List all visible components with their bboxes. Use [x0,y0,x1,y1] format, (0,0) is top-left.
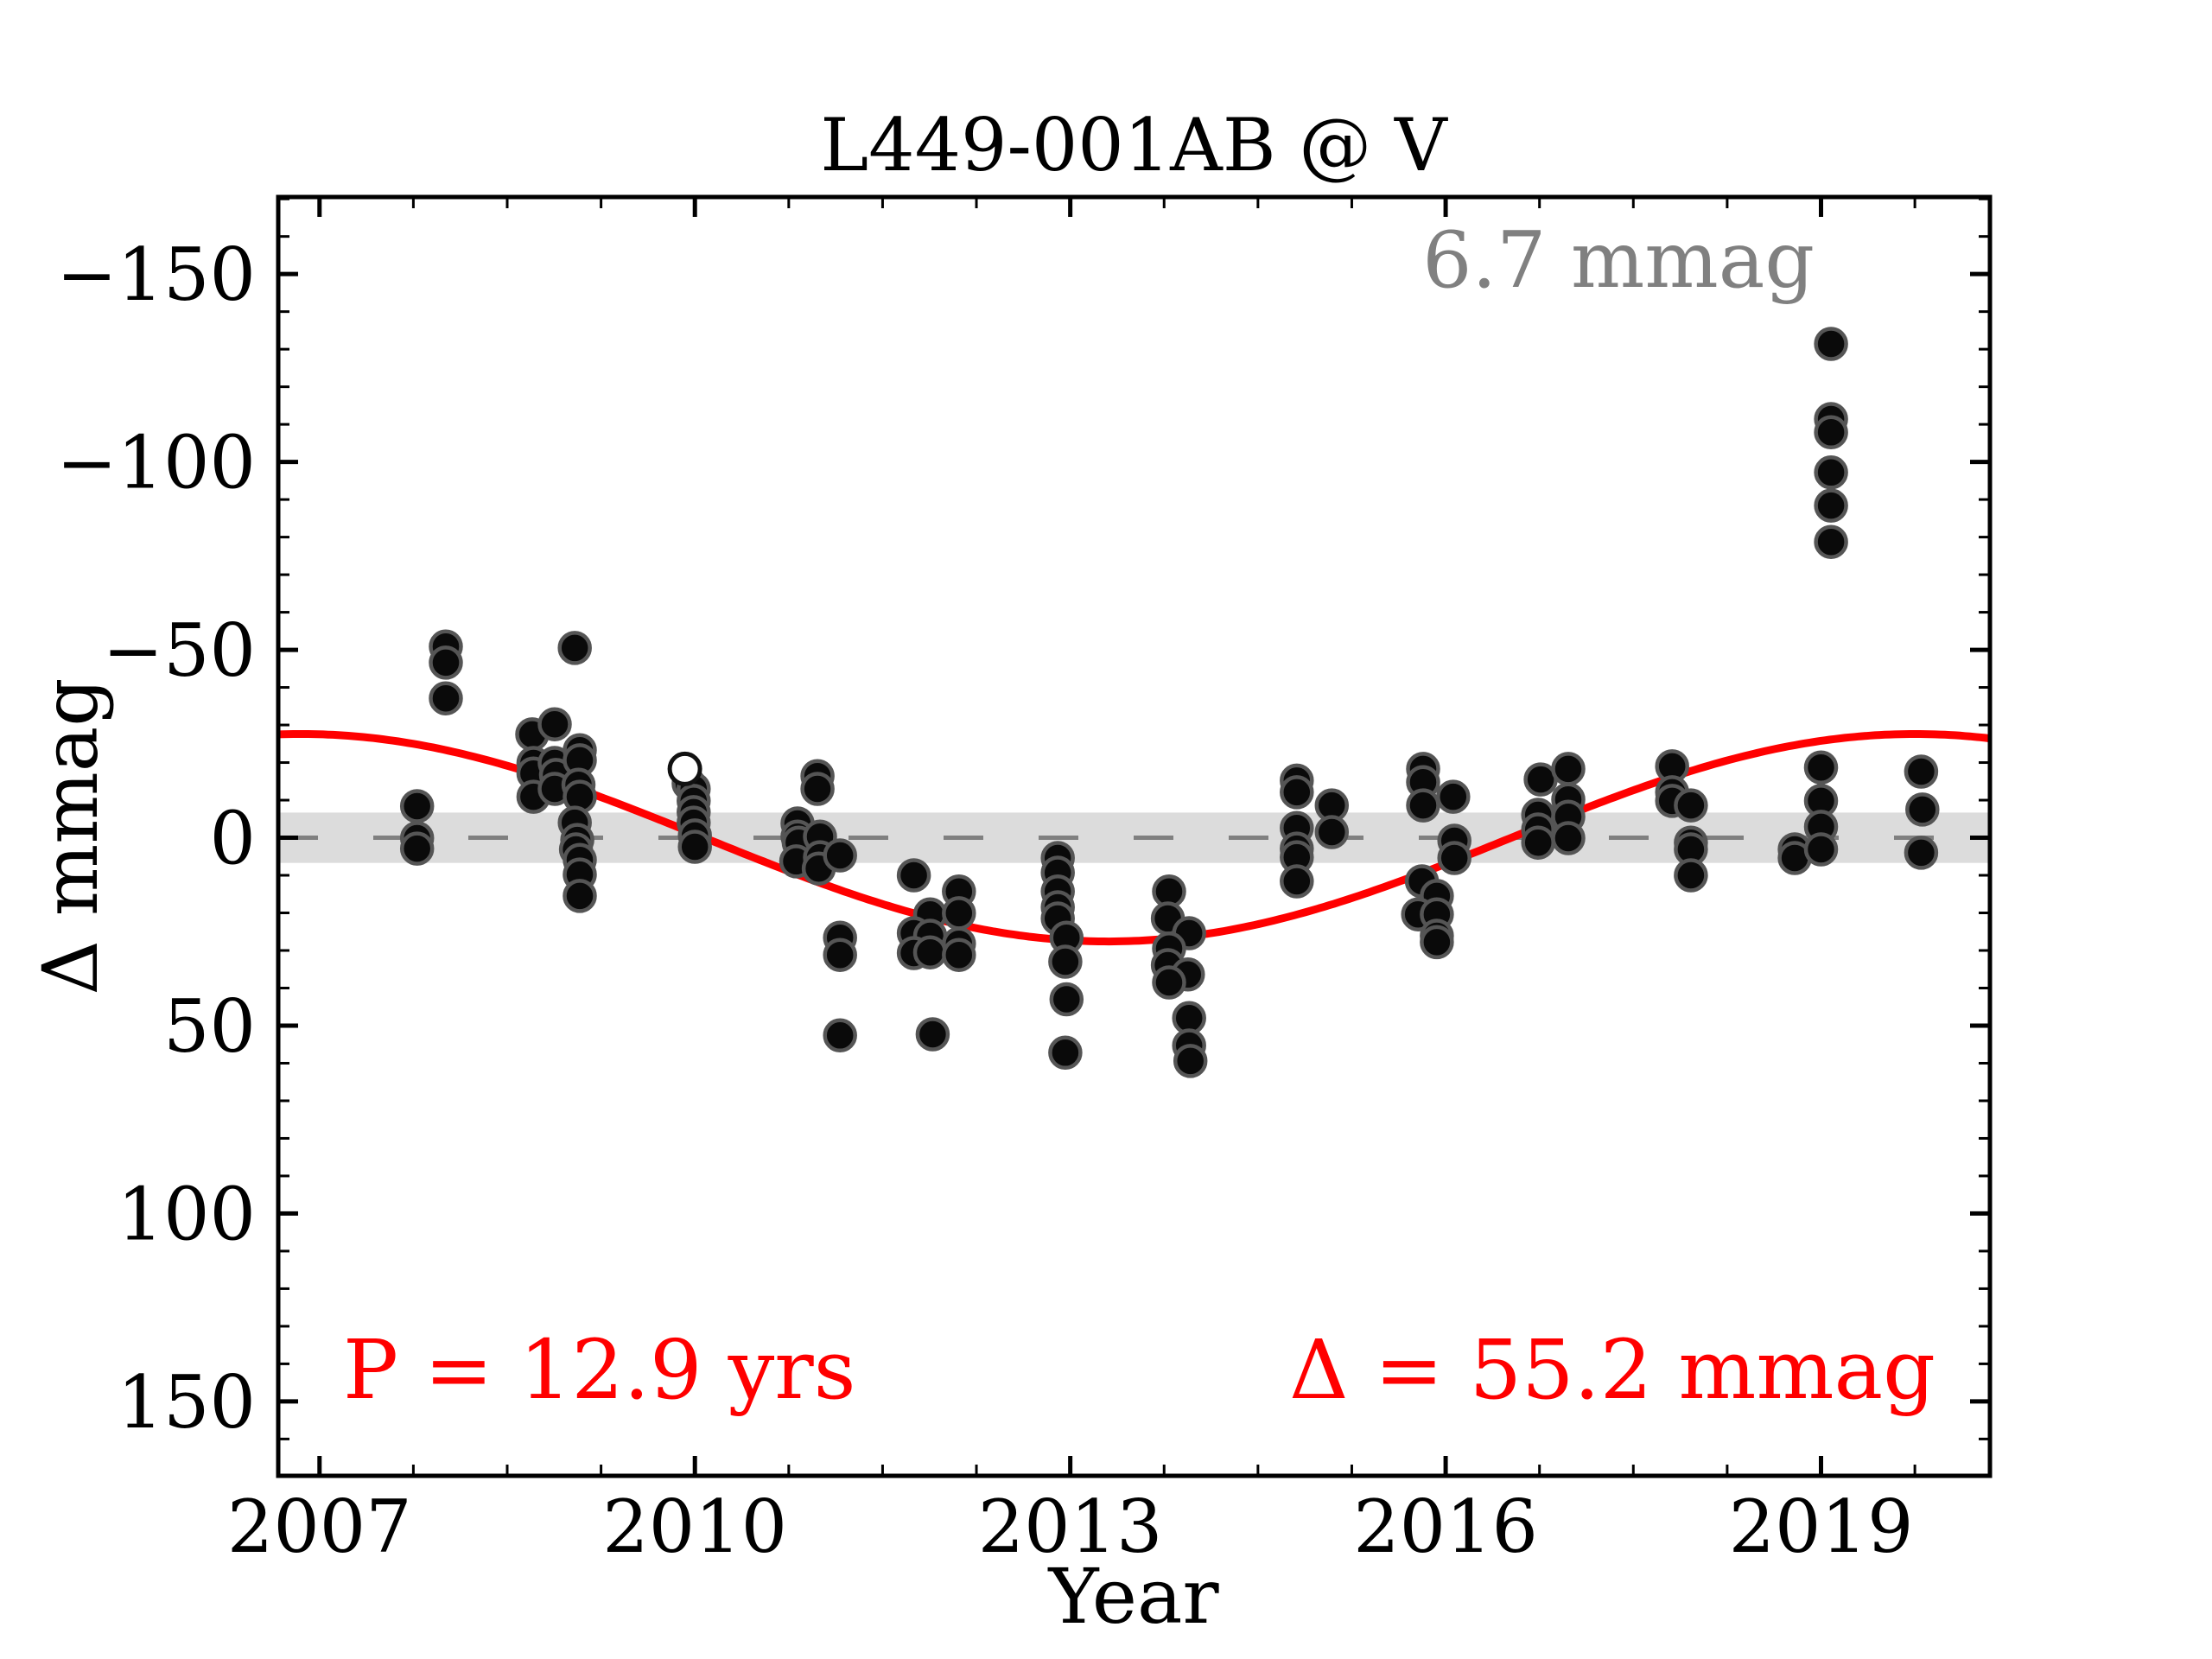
data-point [1814,524,1848,559]
data-point [1280,775,1314,810]
data-point [1904,754,1939,789]
data-point [1152,965,1186,1000]
data-point [823,938,857,972]
data-point [1173,1044,1208,1078]
data-point [563,879,597,913]
y-tick-label: −50 [103,608,256,693]
y-tick-label: 0 [210,797,256,881]
data-point [912,935,948,969]
data-point [1437,841,1471,875]
data-point [1049,982,1084,1017]
data-point [1674,788,1708,823]
y-tick-label: −150 [56,232,256,317]
data-point [557,631,592,665]
data-point [1551,821,1586,855]
y-tick-label: 50 [163,984,256,1069]
data-point [942,896,976,931]
data-point [1814,327,1848,361]
data-point [915,1017,950,1052]
data-point [1814,415,1848,450]
data-point [1436,779,1471,814]
data-point [677,830,712,864]
x-tick-label: 2007 [227,1484,412,1569]
data-point [896,858,931,893]
x-tick-label: 2010 [602,1484,787,1569]
rms-annotation: 6.7 mmag [1422,215,1815,306]
data-point [429,681,463,715]
y-tick-label: −100 [56,421,256,505]
data-point [800,772,835,806]
x-tick-label: 2016 [1353,1484,1538,1569]
period-annotation: P = 12.9 yrs [343,1323,855,1418]
data-point [1803,832,1839,867]
data-point [1420,925,1454,960]
scatter-points [399,327,1940,1078]
x-tick-labels: 2007 2010 2013 2016 2019 [227,1484,1913,1569]
x-tick-label: 2019 [1729,1484,1914,1569]
data-point [1521,825,1555,860]
data-point [1904,836,1939,870]
data-point [537,707,572,741]
data-point-open [667,751,702,786]
data-point [399,789,435,823]
data-point [942,938,976,972]
data-point [1814,488,1848,523]
data-point [823,1018,857,1053]
y-tick-labels: −150 −100 −50 0 50 100 150 [56,232,256,1445]
data-point [1280,864,1314,899]
data-point [1905,792,1940,827]
data-point [823,838,857,873]
axes-ticks [278,197,1990,1476]
data-point [1314,815,1350,849]
x-tick-label: 2013 [978,1484,1163,1569]
y-axis-label: Δ mmag [26,677,115,995]
data-point [1551,752,1586,786]
data-point [1814,455,1848,490]
data-point [1803,750,1839,785]
y-tick-label: 100 [118,1172,256,1256]
data-point [1674,858,1708,893]
data-point [1406,788,1440,823]
y-tick-label: 150 [118,1360,256,1445]
data-point [1048,944,1083,979]
data-point [429,645,463,680]
chart-title: L449-001AB @ V [820,103,1448,188]
data-point [1048,1035,1083,1071]
data-point [399,831,435,866]
x-axis-label: Year [1047,1552,1219,1641]
amplitude-annotation: Δ = 55.2 mmag [1289,1323,1936,1418]
